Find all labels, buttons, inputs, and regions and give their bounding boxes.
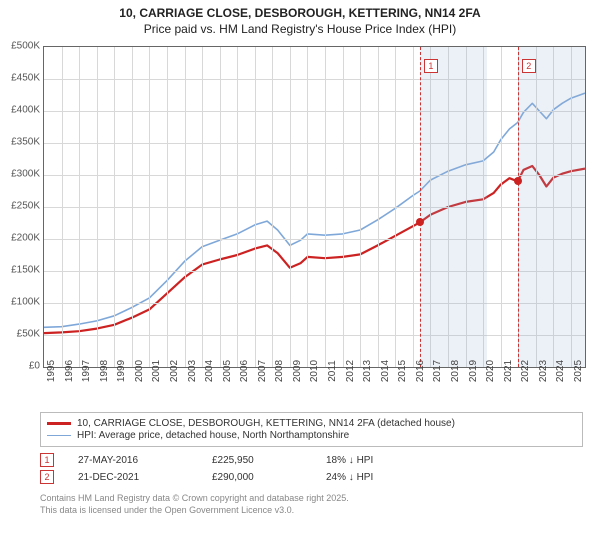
x-axis-label: 2009 (292, 360, 303, 382)
y-axis-label: £200K (11, 233, 40, 244)
sale-marker-dot (514, 177, 522, 185)
x-axis-label: 2008 (274, 360, 285, 382)
y-axis-label: £350K (11, 137, 40, 148)
attribution-line-1: Contains HM Land Registry data © Crown c… (40, 492, 600, 504)
x-axis-label: 2014 (380, 360, 391, 382)
x-axis-label: 2004 (204, 360, 215, 382)
chart-title-block: 10, CARRIAGE CLOSE, DESBOROUGH, KETTERIN… (0, 0, 600, 38)
chart-container: £0 £50K £100K £150K £200K £250K £300K £350K £400… (3, 38, 586, 408)
x-axis-label: 2005 (222, 360, 233, 382)
shaded-range (518, 47, 585, 367)
x-axis-label: 1998 (99, 360, 110, 382)
x-axis-label: 2002 (169, 360, 180, 382)
x-axis-label: 2011 (327, 360, 338, 382)
x-axis-label: 2024 (555, 360, 566, 382)
legend-label-property: 10, CARRIAGE CLOSE, DESBOROUGH, KETTERIN… (77, 418, 455, 429)
x-axis-label: 2018 (450, 360, 461, 382)
y-axis-label: £100K (11, 297, 40, 308)
x-axis-label: 1997 (81, 360, 92, 382)
x-axis-label: 2001 (151, 360, 162, 382)
sale-row-2: 2 21-DEC-2021 £290,000 24% ↓ HPI (40, 470, 600, 484)
x-axis-label: 2006 (239, 360, 250, 382)
x-axis-label: 2007 (257, 360, 268, 382)
sale-marker-line (420, 47, 421, 367)
legend-label-hpi: HPI: Average price, detached house, Nort… (77, 430, 349, 441)
x-axis-label: 2020 (485, 360, 496, 382)
x-axis-label: 2021 (503, 360, 514, 382)
x-axis-label: 2000 (134, 360, 145, 382)
x-axis-label: 1995 (46, 360, 57, 382)
y-axis-label: £250K (11, 201, 40, 212)
y-axis-label: £0 (29, 361, 40, 372)
sale-markers-table: 1 27-MAY-2016 £225,950 18% ↓ HPI 2 21-DE… (40, 453, 600, 484)
plot-area: 12 (43, 46, 586, 368)
x-axis-label: 2019 (468, 360, 479, 382)
x-axis-label: 2010 (309, 360, 320, 382)
x-axis-label: 2016 (415, 360, 426, 382)
legend-row-hpi: HPI: Average price, detached house, Nort… (47, 430, 576, 441)
attribution-line-2: This data is licensed under the Open Gov… (40, 504, 600, 516)
legend-row-property: 10, CARRIAGE CLOSE, DESBOROUGH, KETTERIN… (47, 418, 576, 429)
sale-1-date: 27-MAY-2016 (78, 455, 188, 466)
y-axis-label: £150K (11, 265, 40, 276)
chart-title-address: 10, CARRIAGE CLOSE, DESBOROUGH, KETTERIN… (0, 6, 600, 20)
x-axis-label: 2012 (345, 360, 356, 382)
y-axis-label: £400K (11, 105, 40, 116)
sale-marker-box: 1 (424, 59, 438, 73)
sale-row-1: 1 27-MAY-2016 £225,950 18% ↓ HPI (40, 453, 600, 467)
sale-marker-dot (416, 218, 424, 226)
sale-2-date: 21-DEC-2021 (78, 472, 188, 483)
sale-marker-line (518, 47, 519, 367)
legend-swatch-hpi (47, 435, 71, 437)
x-axis-label: 2025 (573, 360, 584, 382)
x-axis-label: 2013 (362, 360, 373, 382)
legend-swatch-property (47, 422, 71, 424)
sale-2-delta: 24% ↓ HPI (326, 472, 416, 483)
x-axis-label: 2023 (538, 360, 549, 382)
x-axis-label: 2022 (520, 360, 531, 382)
x-axis-label: 2015 (397, 360, 408, 382)
x-axis-label: 1999 (116, 360, 127, 382)
x-axis-label: 2017 (432, 360, 443, 382)
sale-1-price: £225,950 (212, 455, 302, 466)
sale-marker-1-icon: 1 (40, 453, 54, 467)
y-axis-label: £450K (11, 73, 40, 84)
y-axis-label: £500K (11, 41, 40, 52)
sale-1-delta: 18% ↓ HPI (326, 455, 416, 466)
attribution-text: Contains HM Land Registry data © Crown c… (40, 492, 600, 516)
x-axis-label: 2003 (187, 360, 198, 382)
sale-marker-box: 2 (522, 59, 536, 73)
sale-2-price: £290,000 (212, 472, 302, 483)
legend-box: 10, CARRIAGE CLOSE, DESBOROUGH, KETTERIN… (40, 412, 583, 447)
sale-marker-2-icon: 2 (40, 470, 54, 484)
y-axis-label: £300K (11, 169, 40, 180)
chart-title-subtitle: Price paid vs. HM Land Registry's House … (0, 22, 600, 36)
x-axis-label: 1996 (64, 360, 75, 382)
y-axis-label: £50K (17, 329, 40, 340)
shaded-range (420, 47, 487, 367)
